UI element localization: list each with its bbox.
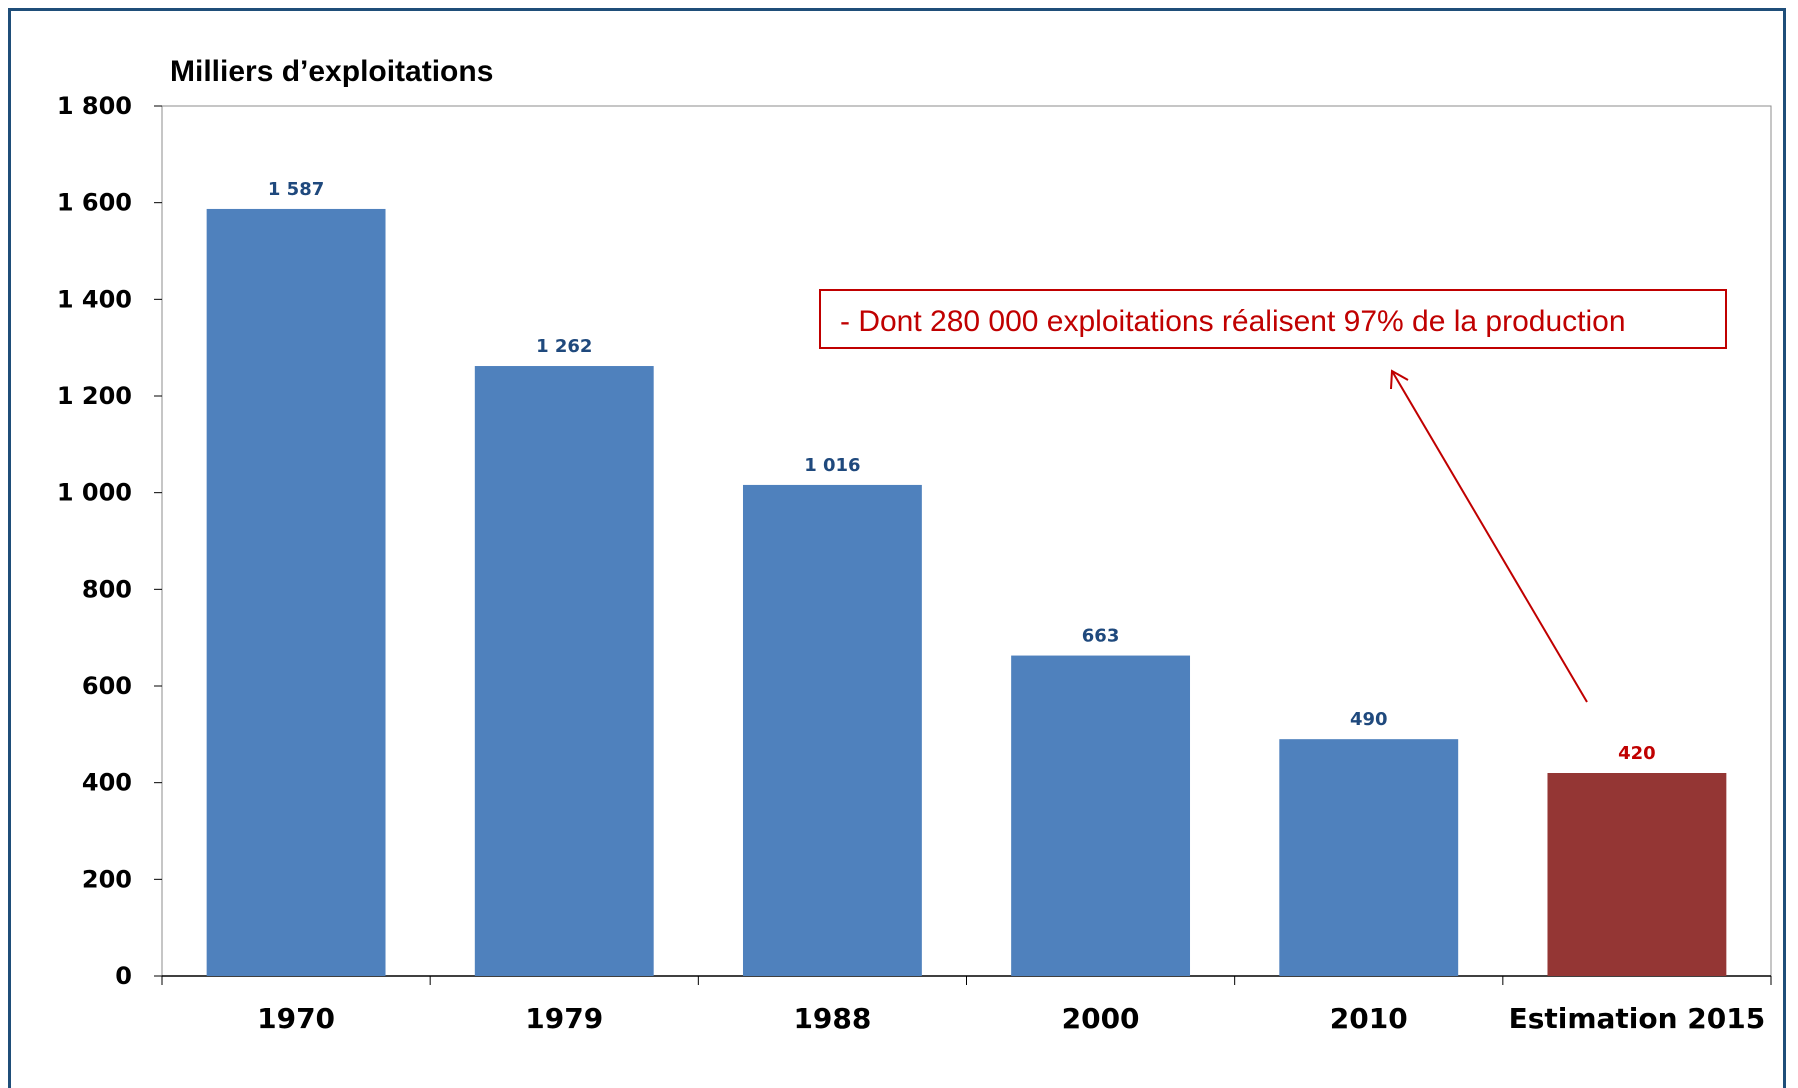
annotation-text: - Dont 280 000 exploitations réalisent 9… bbox=[840, 305, 1626, 338]
x-tick-label: 2000 bbox=[1062, 1002, 1140, 1035]
data-label: 663 bbox=[1082, 626, 1120, 647]
plot-area: 0 200 400 600 800 1 000 1 200 1 400 1 600 1 800 1 … bbox=[57, 92, 1772, 1035]
x-tick-label: 2010 bbox=[1330, 1002, 1408, 1035]
plot-border bbox=[161, 105, 1772, 977]
x-tick-label: 1979 bbox=[525, 1002, 603, 1035]
x-tick-label: 1970 bbox=[257, 1002, 335, 1035]
bar bbox=[1547, 773, 1727, 976]
data-label: 420 bbox=[1618, 743, 1656, 764]
annotation-arrow-line bbox=[1391, 370, 1588, 703]
data-label: 490 bbox=[1350, 709, 1388, 730]
y-tick-label: 400 bbox=[82, 769, 132, 797]
y-tick-label: 1 000 bbox=[57, 479, 132, 507]
y-tick-label: 800 bbox=[82, 575, 132, 603]
annotation: - Dont 280 000 exploitations réalisent 9… bbox=[819, 289, 1727, 703]
data-label: 1 016 bbox=[804, 455, 860, 476]
bar bbox=[1279, 739, 1459, 976]
data-label: 1 587 bbox=[268, 179, 324, 200]
annotation-box bbox=[819, 289, 1727, 349]
data-label: 1 262 bbox=[536, 336, 592, 357]
y-tick-label: 600 bbox=[82, 672, 132, 700]
x-tick-label: 1988 bbox=[793, 1002, 871, 1035]
y-axis-label: Milliers d’exploitations bbox=[170, 55, 493, 88]
bar bbox=[206, 208, 386, 976]
y-tick-label: 200 bbox=[82, 865, 132, 893]
bar bbox=[1011, 655, 1191, 976]
x-tick-label: Estimation 2015 bbox=[1509, 1002, 1766, 1035]
y-tick-label: 0 bbox=[115, 962, 132, 990]
y-tick-label: 1 600 bbox=[57, 189, 132, 217]
bar bbox=[474, 366, 654, 976]
annotation-arrow-head bbox=[1390, 369, 1409, 390]
y-tick-label: 1 400 bbox=[57, 285, 132, 313]
y-tick-label: 1 200 bbox=[57, 382, 132, 410]
bar bbox=[742, 484, 922, 976]
y-tick-label: 1 800 bbox=[57, 92, 132, 120]
